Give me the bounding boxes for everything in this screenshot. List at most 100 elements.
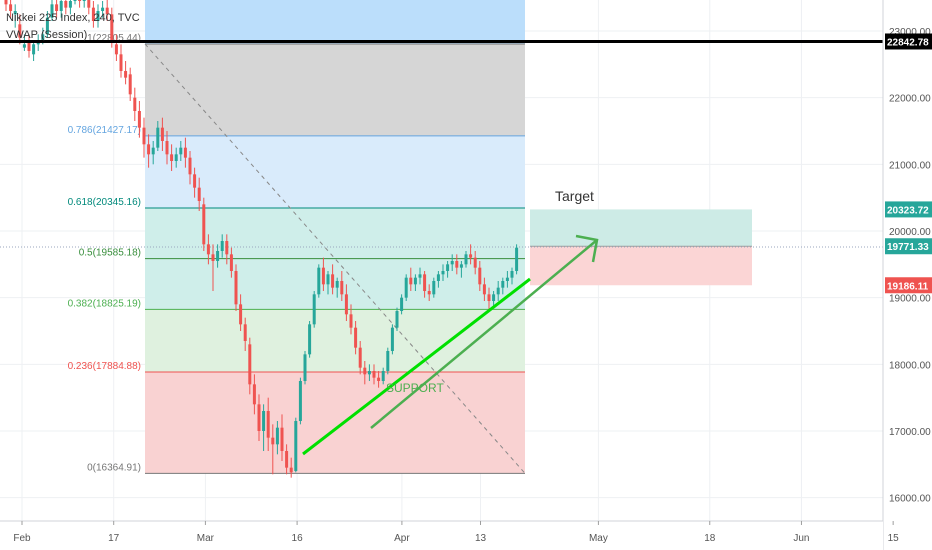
candle-body — [298, 381, 302, 421]
candle-body — [165, 141, 169, 155]
candle-body — [13, 11, 17, 15]
candle-body — [446, 264, 450, 271]
candle — [82, 0, 86, 8]
price-axis[interactable]: 16000.00 17000.00 18000.00 19000.00 20000.00… — [882, 0, 932, 550]
candle — [225, 234, 229, 265]
candle-body — [188, 157, 192, 175]
candle-body — [372, 371, 376, 378]
candle-body — [340, 281, 344, 295]
candle-body — [105, 7, 109, 15]
candle-body — [266, 411, 270, 438]
candle-body — [211, 254, 215, 261]
projection-arrow[interactable] — [370, 239, 598, 429]
price-tick-label: 20000.00 — [889, 227, 931, 238]
candle-body — [202, 204, 206, 245]
target-zone[interactable] — [530, 209, 752, 247]
candle — [4, 0, 8, 11]
price-tag-label: 22842.78 — [887, 37, 929, 48]
candle-body — [73, 0, 77, 1]
candle — [147, 134, 151, 168]
candle — [193, 167, 197, 198]
candle — [492, 291, 496, 308]
risk-reward-boxes — [0, 209, 883, 286]
candle-body — [289, 467, 293, 473]
candle — [446, 261, 450, 278]
candle-body — [137, 111, 141, 128]
candle — [27, 34, 31, 58]
candle-body — [464, 254, 468, 265]
candle-body — [482, 284, 486, 295]
candle — [303, 351, 307, 385]
price-tag — [885, 277, 932, 294]
candle-body — [50, 4, 54, 18]
candle — [101, 1, 105, 18]
candle — [32, 41, 36, 61]
candle — [73, 0, 77, 5]
candle — [413, 274, 417, 291]
candle-body — [450, 261, 454, 265]
candle-body — [510, 271, 514, 278]
candle-body — [9, 4, 13, 11]
candle — [275, 421, 279, 455]
fib-level-label: 0.5(19585.18) — [79, 248, 141, 259]
fib-zone — [145, 258, 525, 310]
fib-level-label: 0.236(17884.88) — [68, 361, 141, 372]
candle — [400, 294, 404, 315]
candle-body — [427, 291, 431, 295]
candle-body — [469, 254, 473, 258]
candle — [298, 377, 302, 425]
fib-level-label: 1(22805.44) — [87, 33, 141, 44]
candle — [119, 44, 123, 78]
price-tick-label: 23000.00 — [889, 27, 931, 38]
candle — [326, 271, 330, 295]
price-tick-label: 21000.00 — [889, 160, 931, 171]
time-axis-bg — [0, 521, 883, 550]
candle-body — [147, 144, 151, 155]
candle-body — [4, 0, 8, 5]
candle-body — [381, 371, 385, 381]
candle — [510, 267, 514, 285]
time-tick-label: 13 — [475, 533, 487, 544]
price-tag — [885, 238, 932, 255]
candle — [409, 267, 413, 291]
candle — [133, 87, 137, 121]
candle-body — [174, 154, 178, 161]
candle-body — [280, 427, 284, 451]
price-axis-bg — [883, 0, 932, 550]
candle-body — [151, 147, 155, 155]
candle — [142, 117, 146, 158]
candle — [243, 317, 247, 351]
candle-body — [271, 437, 275, 445]
time-tick-label: 18 — [704, 533, 716, 544]
candle — [45, 11, 49, 38]
candle — [266, 397, 270, 451]
time-axis[interactable]: Feb 17 Mar 16 Apr 13 May 18 Jun 15 — [0, 520, 899, 550]
candle-body — [303, 354, 307, 381]
candle-body — [312, 294, 316, 325]
fib-zone — [145, 43, 525, 136]
stop-zone[interactable] — [530, 246, 752, 286]
candle — [252, 374, 256, 415]
candle-body — [377, 377, 381, 381]
candle — [501, 277, 505, 295]
symbol-title: Nikkei 225 Index, 240, TVC — [6, 12, 140, 24]
candle — [340, 271, 344, 301]
candle — [441, 264, 445, 281]
fib-level-label: 0.786(21427.17) — [68, 125, 141, 136]
candle-body — [197, 187, 201, 201]
candle-body — [423, 274, 427, 291]
candle — [91, 1, 95, 28]
candle-body — [193, 174, 197, 188]
candle — [455, 254, 459, 275]
candle-body — [91, 7, 95, 22]
candle-body — [358, 347, 362, 368]
candle — [289, 457, 293, 478]
candle — [156, 121, 160, 151]
support-trendline[interactable] — [302, 277, 531, 456]
price-labels: 22842.78 20323.72 19771.33 19186.11 — [885, 33, 932, 294]
candle-body — [252, 384, 256, 405]
candle-body — [349, 314, 353, 328]
candle — [496, 281, 500, 301]
candle — [234, 264, 238, 311]
